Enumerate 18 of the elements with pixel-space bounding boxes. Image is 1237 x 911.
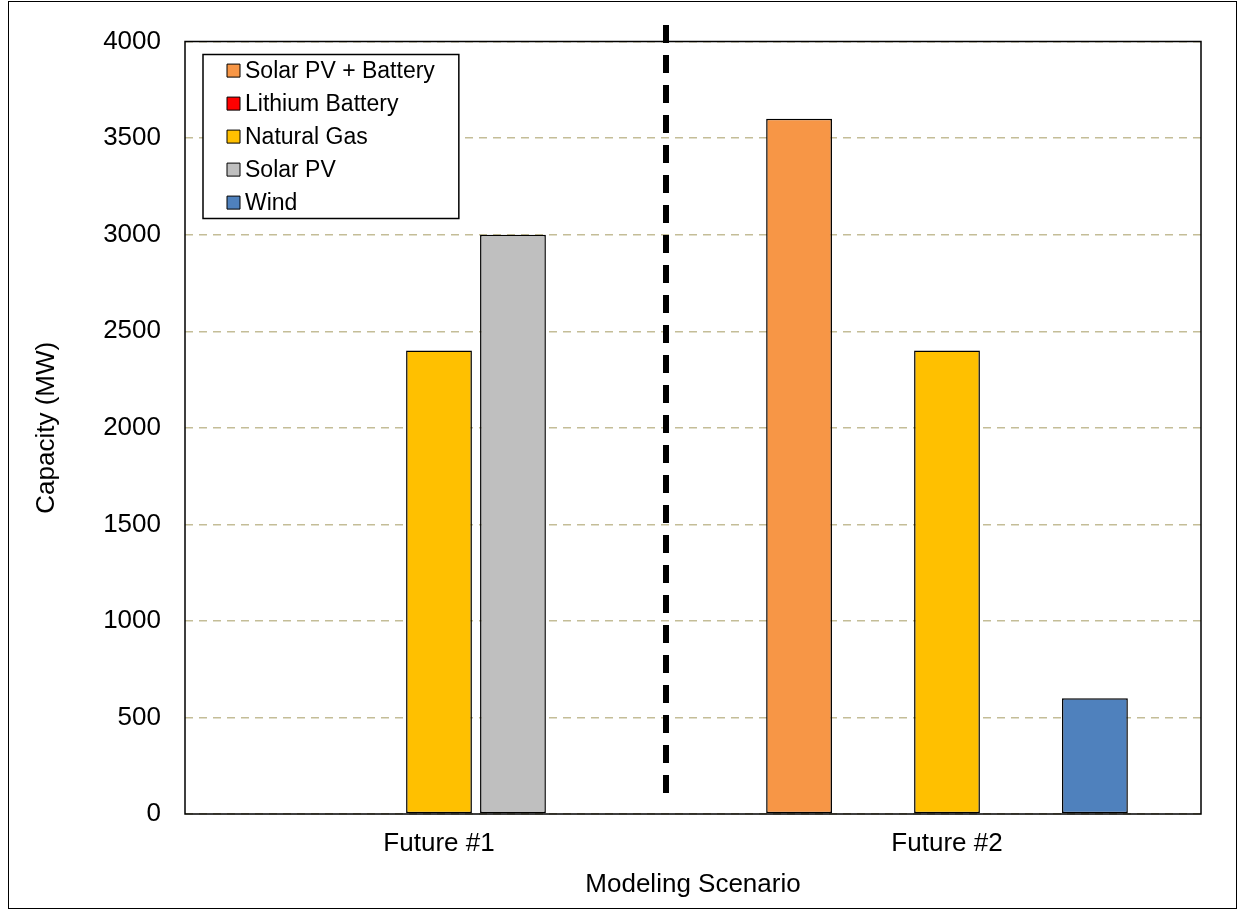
y-tick-label: 3000 — [103, 217, 161, 248]
x-tick-label: Future #2 — [891, 826, 1003, 857]
y-tick-label: 2000 — [103, 410, 161, 441]
legend-label: Wind — [245, 188, 298, 215]
legend-label: Solar PV + Battery — [245, 56, 436, 83]
y-tick-label: 500 — [117, 700, 161, 731]
legend-label: Solar PV — [245, 155, 337, 182]
y-tick-label: 0 — [146, 797, 161, 828]
x-tick-label: Future #1 — [383, 826, 495, 857]
y-tick-label: 1000 — [103, 604, 161, 635]
x-axis-title: Modeling Scenario — [585, 867, 801, 898]
legend-label: Natural Gas — [245, 122, 368, 149]
y-tick-label: 4000 — [103, 24, 161, 55]
y-axis-title: Capacity (MW) — [29, 341, 60, 514]
y-tick-label: 3500 — [103, 121, 161, 152]
y-tick-label: 2500 — [103, 314, 161, 345]
y-tick-label: 1500 — [103, 507, 161, 538]
legend-label: Lithium Battery — [245, 89, 399, 116]
